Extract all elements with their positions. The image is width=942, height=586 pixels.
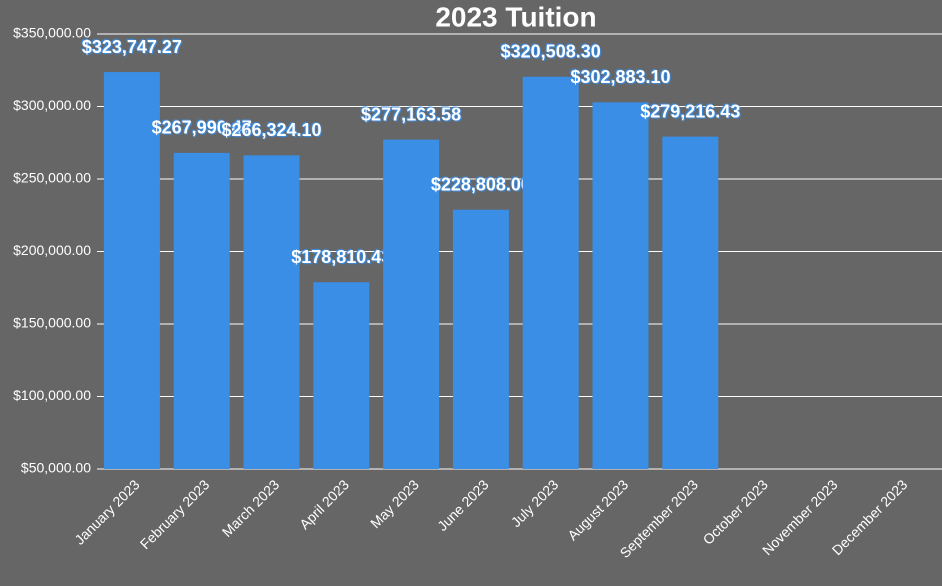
y-tick-label: $150,000.00 xyxy=(13,315,91,331)
bar xyxy=(522,76,579,469)
data-label: $178,810.43 xyxy=(291,247,391,267)
chart-title: 2023 Tuition xyxy=(435,1,596,32)
data-label: $277,163.58 xyxy=(361,104,461,124)
y-tick-label: $350,000.00 xyxy=(13,25,91,41)
bar xyxy=(592,102,649,469)
data-label: $228,808.00 xyxy=(431,174,531,194)
bar xyxy=(243,155,300,469)
y-tick-label: $100,000.00 xyxy=(13,387,91,403)
bar xyxy=(173,152,230,469)
y-tick-label: $200,000.00 xyxy=(13,242,91,258)
data-label: $266,324.10 xyxy=(221,120,321,140)
data-label: $302,883.10 xyxy=(570,67,670,87)
y-tick-label: $250,000.00 xyxy=(13,170,91,186)
bar xyxy=(103,72,160,469)
bar xyxy=(383,139,440,470)
bar xyxy=(452,209,509,469)
bar xyxy=(313,282,370,469)
bar xyxy=(662,136,719,469)
data-label: $279,216.43 xyxy=(640,101,740,121)
y-tick-label: $50,000.00 xyxy=(21,460,91,476)
data-label: $267,990.47 xyxy=(152,118,252,138)
data-label: $320,508.30 xyxy=(501,42,601,62)
data-label: $323,747.27 xyxy=(82,37,182,57)
y-tick-label: $300,000.00 xyxy=(13,97,91,113)
